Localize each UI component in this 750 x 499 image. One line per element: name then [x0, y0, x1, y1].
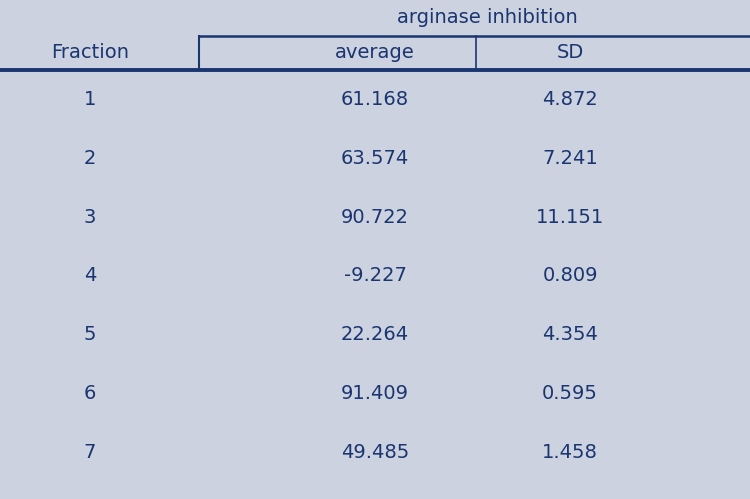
Text: 22.264: 22.264 [341, 325, 409, 344]
Text: 0.809: 0.809 [542, 266, 598, 285]
Text: 90.722: 90.722 [341, 208, 409, 227]
Text: 1.458: 1.458 [542, 443, 598, 462]
Text: 11.151: 11.151 [536, 208, 604, 227]
Text: 4.354: 4.354 [542, 325, 598, 344]
Text: 91.409: 91.409 [341, 384, 409, 403]
Text: 49.485: 49.485 [340, 443, 410, 462]
Text: -9.227: -9.227 [344, 266, 406, 285]
Text: average: average [335, 43, 415, 62]
Text: 7: 7 [84, 443, 96, 462]
Text: arginase inhibition: arginase inhibition [398, 8, 578, 27]
Text: 4: 4 [84, 266, 96, 285]
Text: 7.241: 7.241 [542, 149, 598, 168]
Text: 0.595: 0.595 [542, 384, 598, 403]
Text: 3: 3 [84, 208, 96, 227]
Text: 63.574: 63.574 [340, 149, 410, 168]
Text: 6: 6 [84, 384, 96, 403]
Text: 61.168: 61.168 [341, 90, 409, 109]
Text: SD: SD [556, 43, 584, 62]
Text: 2: 2 [84, 149, 96, 168]
Text: Fraction: Fraction [51, 43, 129, 62]
Text: 1: 1 [84, 90, 96, 109]
Text: 5: 5 [84, 325, 96, 344]
Text: 4.872: 4.872 [542, 90, 598, 109]
